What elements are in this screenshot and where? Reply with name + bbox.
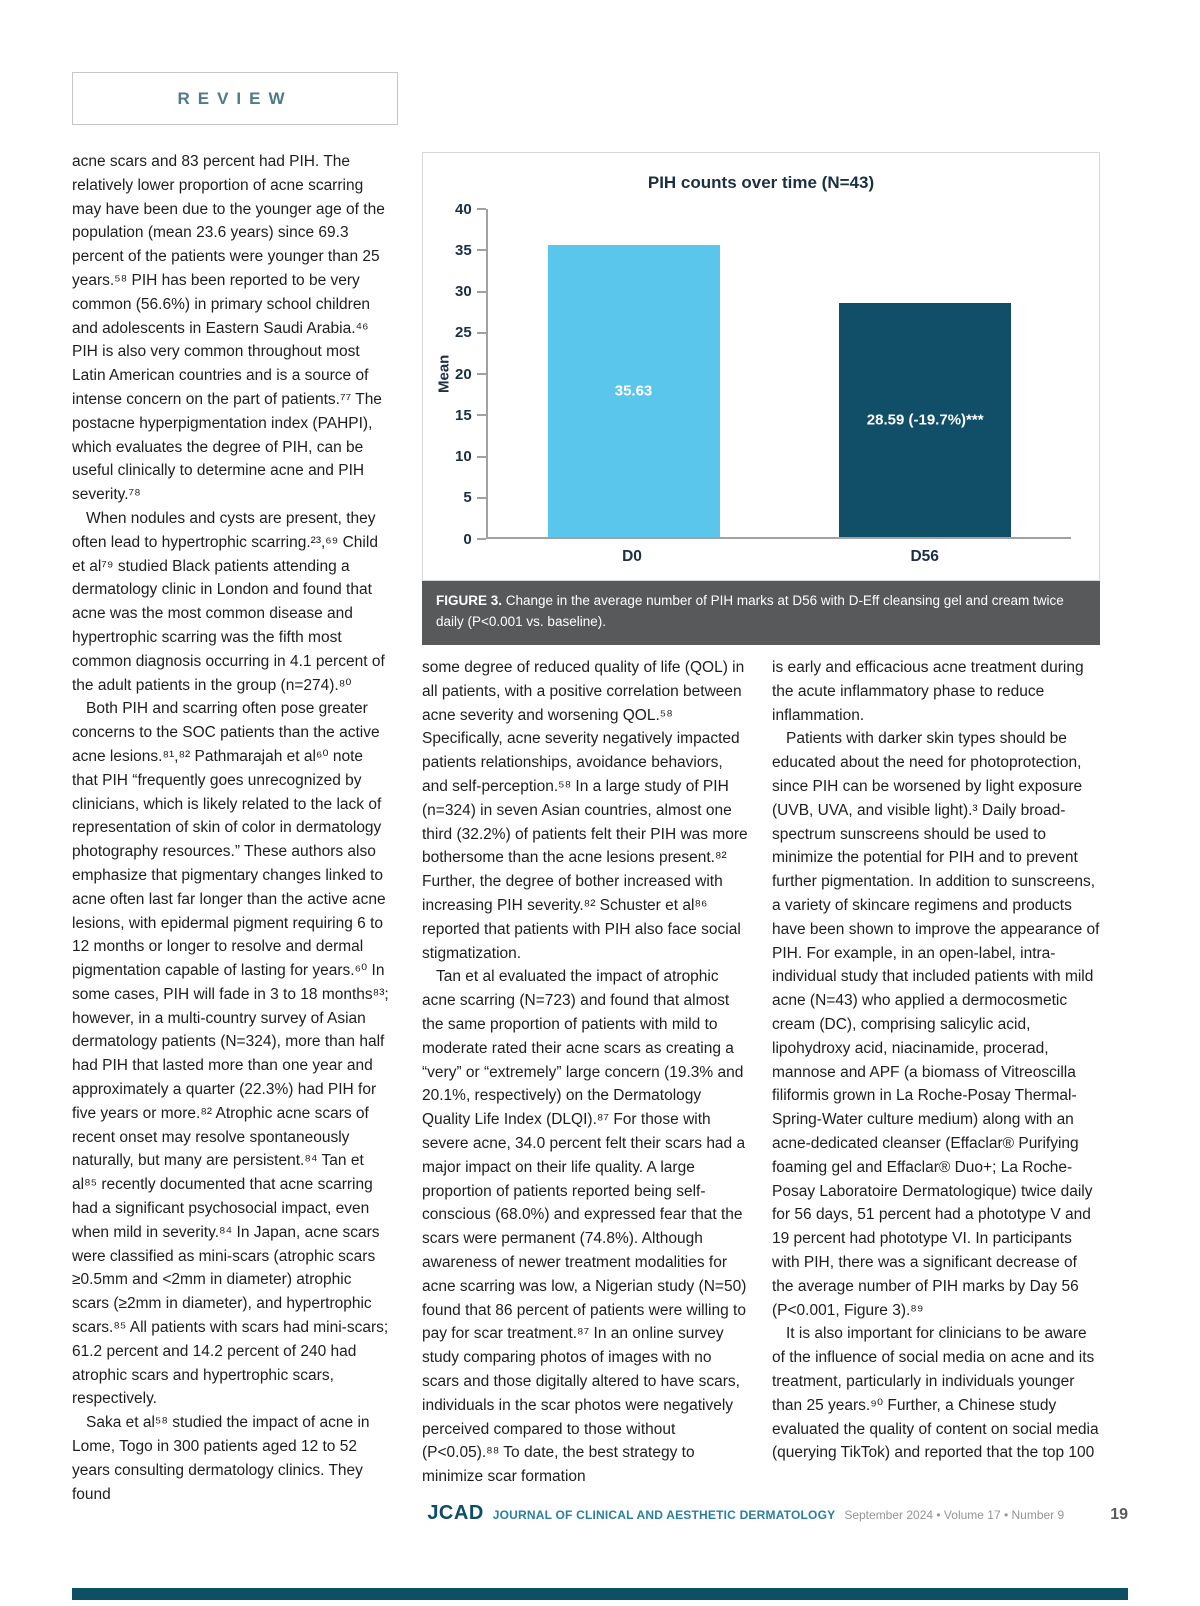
y-tick-label: 5 bbox=[463, 489, 472, 507]
journal-abbreviation: JCAD bbox=[427, 1502, 484, 1524]
y-tick-label: 15 bbox=[455, 406, 472, 424]
figure-caption-label: FIGURE 3. bbox=[436, 593, 503, 608]
journal-name: JOURNAL OF CLINICAL AND AESTHETIC DERMAT… bbox=[492, 1508, 836, 1522]
review-label: REVIEW bbox=[177, 88, 293, 108]
issue-info: September 2024 • Volume 17 • Number 9 bbox=[844, 1508, 1065, 1522]
bar-d56: 28.59 (-19.7%)*** bbox=[839, 302, 1012, 537]
paragraph: Patients with darker skin types should b… bbox=[772, 730, 1100, 1319]
bar-d0: 35.63 bbox=[547, 244, 720, 537]
y-axis: 40 35 30 25 20 15 10 5 0 bbox=[455, 201, 486, 548]
paragraph: some degree of reduced quality of life (… bbox=[422, 659, 748, 962]
chart-body: Mean 40 35 30 25 20 15 10 5 0 35.63 28.59 (-19.7%… bbox=[423, 201, 1099, 566]
pih-bar-chart: PIH counts over time (N=43) Mean 40 35 30 2… bbox=[422, 152, 1100, 581]
paragraph: is early and efficacious acne treatment … bbox=[772, 659, 1084, 724]
left-column: acne scars and 83 percent had PIH. The r… bbox=[72, 150, 392, 1506]
y-tick-label: 10 bbox=[455, 448, 472, 465]
y-tick-mark bbox=[476, 373, 486, 375]
bar-value-label: 35.63 bbox=[614, 382, 653, 400]
figure-3: PIH counts over time (N=43) Mean 40 35 30 2… bbox=[422, 152, 1100, 645]
x-tick-label: D0 bbox=[622, 548, 642, 565]
y-axis-title: Mean bbox=[435, 354, 453, 394]
y-tick-mark bbox=[476, 455, 486, 458]
figure-caption: FIGURE 3. Change in the average number o… bbox=[422, 581, 1100, 645]
paragraph: acne scars and 83 percent had PIH. The r… bbox=[72, 153, 385, 504]
paragraph: When nodules and cysts are present, they… bbox=[72, 509, 385, 694]
y-tick-label: 35 bbox=[455, 241, 472, 259]
y-tick-mark bbox=[476, 290, 486, 293]
paragraph: Saka et al⁵⁸ studied the impact of acne … bbox=[72, 1414, 370, 1503]
y-tick-label: 40 bbox=[455, 200, 472, 218]
page-number: 19 bbox=[1110, 1506, 1128, 1523]
paragraph: Both PIH and scarring often pose greater… bbox=[72, 700, 389, 1408]
right-column: is early and efficacious acne treatment … bbox=[772, 656, 1102, 1465]
bottom-accent-bar bbox=[72, 1588, 1128, 1600]
bar-value-label: 28.59 (-19.7%)*** bbox=[866, 411, 984, 429]
journal-info: JCAD JOURNAL OF CLINICAL AND AESTHETIC D… bbox=[427, 1502, 1064, 1525]
y-tick-label: 0 bbox=[463, 530, 472, 548]
y-tick-mark bbox=[476, 331, 486, 334]
figure-caption-text: Change in the average number of PIH mark… bbox=[436, 593, 1064, 629]
y-tick-mark bbox=[476, 208, 486, 210]
y-tick-label: 30 bbox=[455, 283, 472, 300]
chart-plot-area: 35.63 28.59 (-19.7%)*** bbox=[485, 209, 1071, 539]
review-banner: REVIEW bbox=[72, 72, 398, 125]
y-tick-mark bbox=[476, 249, 486, 252]
chart-title: PIH counts over time (N=43) bbox=[647, 173, 875, 192]
y-tick-mark bbox=[476, 496, 486, 499]
paragraph: It is also important for clinicians to b… bbox=[772, 1325, 1099, 1462]
paragraph: Tan et al evaluated the impact of atroph… bbox=[422, 968, 747, 1486]
page-footer: JCAD JOURNAL OF CLINICAL AND AESTHETIC D… bbox=[72, 1502, 1128, 1525]
y-tick-label: 25 bbox=[455, 324, 472, 342]
plot-column: 35.63 28.59 (-19.7%)*** D0 D56 bbox=[485, 209, 1071, 566]
middle-column: some degree of reduced quality of life (… bbox=[422, 656, 748, 1489]
y-tick-mark bbox=[476, 414, 486, 417]
y-tick-mark bbox=[476, 538, 486, 540]
y-tick-label: 20 bbox=[455, 365, 472, 383]
x-tick-label: D56 bbox=[910, 548, 939, 565]
x-axis: D0 D56 bbox=[486, 539, 1071, 566]
